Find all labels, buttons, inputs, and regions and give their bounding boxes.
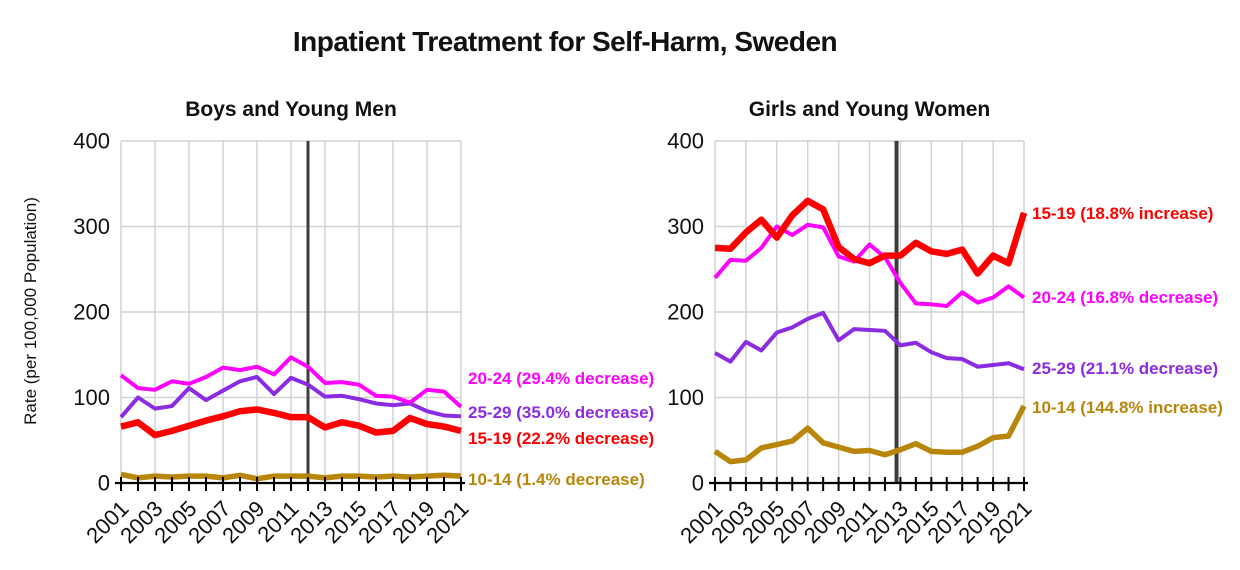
series-label-20-24: 20-24 (29.4% decrease)	[468, 369, 654, 388]
series-line-25-29	[119, 374, 462, 419]
y-tick-label: 0	[98, 471, 110, 496]
y-tick-label: 200	[73, 300, 110, 325]
page-title: Inpatient Treatment for Self-Harm, Swede…	[292, 26, 838, 57]
series-label-25-29: 25-29 (35.0% decrease)	[468, 403, 654, 422]
panel-title-boys: Boys and Young Men	[185, 98, 397, 121]
series-line-15-19	[714, 197, 1028, 277]
series-label-10-14: 10-14 (1.4% decrease)	[468, 470, 645, 489]
y-tick-label: 0	[692, 471, 704, 496]
y-tick-label: 100	[667, 385, 704, 410]
y-tick-label: 300	[667, 214, 704, 239]
y-tick-label: 400	[667, 129, 704, 154]
series-line-10-14	[120, 471, 462, 482]
series-line-20-24	[119, 355, 463, 409]
y-tick-label: 300	[73, 214, 110, 239]
series-line-20-24	[713, 222, 1026, 309]
panel-title-girls: Girls and Young Women	[748, 98, 991, 121]
series-label-10-14: 10-14 (144.8% increase)	[1032, 398, 1223, 417]
y-tick-label: 200	[667, 300, 704, 325]
y-axis-title: Rate (per 100,000 Population)	[21, 197, 40, 425]
series-line-25-29	[714, 310, 1025, 372]
series-line-10-14	[713, 404, 1027, 465]
series-line-15-19	[120, 406, 462, 439]
series-label-20-24: 20-24 (16.8% decrease)	[1032, 288, 1218, 307]
y-tick-label: 100	[73, 385, 110, 410]
series-label-15-19: 15-19 (18.8% increase)	[1032, 204, 1213, 223]
series-label-15-19: 15-19 (22.2% decrease)	[468, 429, 654, 448]
series-label-25-29: 25-29 (21.1% decrease)	[1032, 359, 1218, 378]
y-tick-label: 400	[73, 129, 110, 154]
